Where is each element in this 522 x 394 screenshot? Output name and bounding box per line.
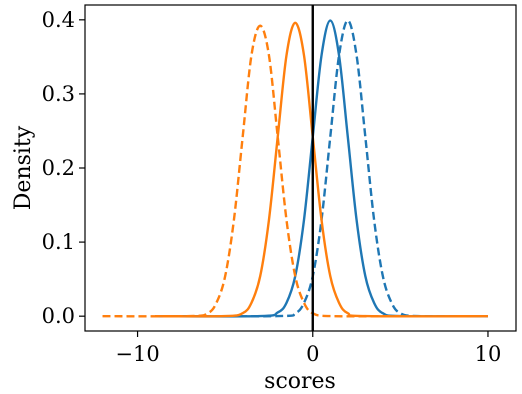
- x-tick-label: 0: [306, 342, 319, 366]
- y-tick-label: 0.4: [42, 8, 75, 32]
- x-tick-label: −10: [115, 342, 159, 366]
- series-line-2: [155, 19, 488, 318]
- plot-area: [84, 4, 517, 332]
- plot-frame: [84, 4, 517, 332]
- x-tick-label: 10: [475, 342, 502, 366]
- y-axis: 0.0 0.1 0.2 0.3 0.4: [42, 8, 85, 328]
- series-line-1: [155, 19, 488, 318]
- series-line-4: [102, 24, 401, 318]
- x-axis-label: scores: [264, 369, 336, 394]
- x-axis: −10 0 10: [115, 331, 501, 366]
- y-tick-label: 0.1: [42, 230, 75, 254]
- y-tick-label: 0.2: [42, 156, 75, 180]
- series-line-3: [155, 21, 488, 318]
- y-tick-label: 0.3: [42, 82, 75, 106]
- series-layer: [102, 19, 488, 318]
- y-tick-label: 0.0: [42, 304, 75, 328]
- y-axis-label: Density: [11, 125, 36, 210]
